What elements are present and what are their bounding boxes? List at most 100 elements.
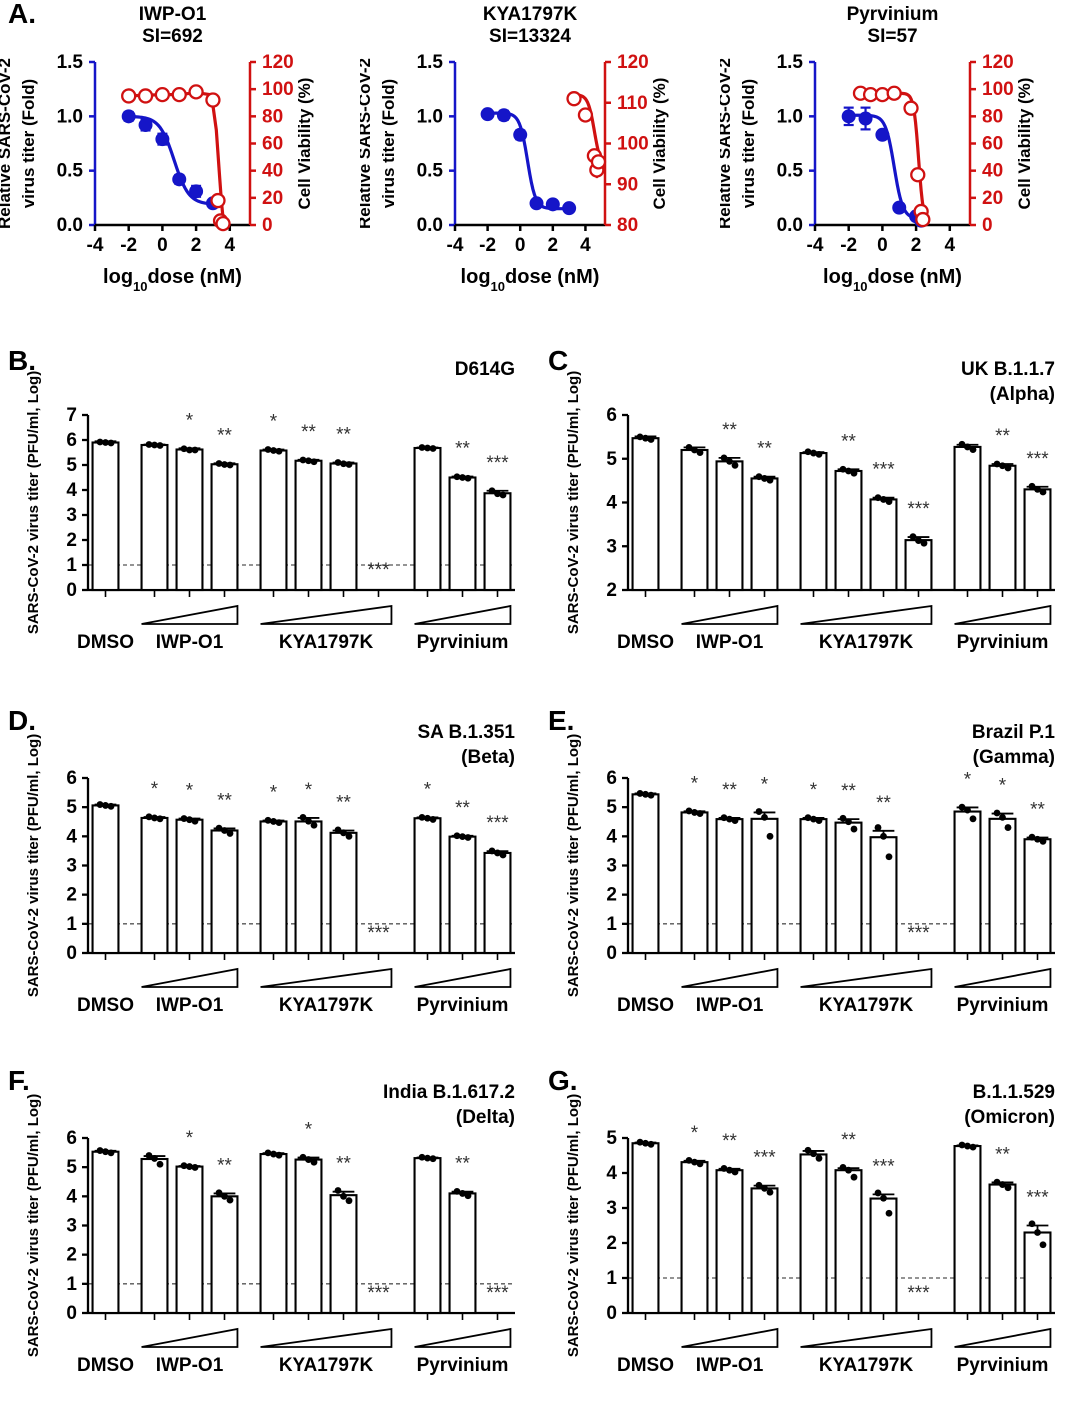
- svg-text:2: 2: [606, 885, 617, 906]
- svg-text:0: 0: [66, 1303, 77, 1324]
- svg-text:120: 120: [982, 52, 1014, 73]
- svg-text:4: 4: [606, 1163, 617, 1184]
- svg-text:20: 20: [262, 188, 283, 209]
- svg-text:Cell Viability (%): Cell Viability (%): [1015, 78, 1034, 210]
- svg-text:4: 4: [606, 493, 617, 514]
- svg-text:100: 100: [982, 79, 1014, 100]
- svg-text:*: *: [761, 774, 769, 795]
- svg-text:3: 3: [606, 856, 617, 877]
- svg-text:1: 1: [66, 1274, 77, 1295]
- svg-text:5: 5: [66, 797, 77, 818]
- svg-text:IWP-O1: IWP-O1: [156, 1355, 224, 1376]
- svg-text:0.0: 0.0: [777, 215, 803, 236]
- svg-text:**: **: [757, 439, 772, 460]
- svg-text:110: 110: [617, 93, 648, 114]
- svg-text:log10dose (nM): log10dose (nM): [461, 266, 600, 294]
- svg-text:5: 5: [66, 1157, 77, 1178]
- svg-text:-2: -2: [120, 235, 137, 256]
- svg-text:2: 2: [191, 235, 202, 256]
- svg-text:6: 6: [66, 430, 77, 451]
- svg-text:0.0: 0.0: [57, 215, 83, 236]
- svg-text:0: 0: [66, 580, 77, 601]
- svg-text:3: 3: [606, 1198, 617, 1219]
- svg-text:*: *: [305, 1120, 313, 1141]
- svg-text:Relative SARS-CoV-2: Relative SARS-CoV-2: [0, 58, 14, 229]
- svg-text:-4: -4: [807, 235, 824, 256]
- svg-text:6: 6: [606, 405, 617, 426]
- svg-text:1: 1: [606, 1268, 617, 1289]
- svg-text:***: ***: [872, 1156, 895, 1177]
- svg-text:0.5: 0.5: [417, 161, 444, 182]
- svg-text:5: 5: [66, 455, 77, 476]
- svg-text:D614G: D614G: [455, 359, 515, 380]
- svg-text:*: *: [151, 779, 159, 800]
- svg-text:*: *: [999, 776, 1007, 797]
- svg-text:2: 2: [66, 1245, 77, 1266]
- svg-text:**: **: [336, 793, 351, 814]
- svg-text:2: 2: [66, 530, 77, 551]
- svg-text:-4: -4: [87, 235, 104, 256]
- svg-text:4: 4: [224, 235, 235, 256]
- svg-text:DMSO: DMSO: [77, 995, 134, 1016]
- svg-text:4: 4: [66, 1186, 77, 1207]
- svg-text:0: 0: [66, 943, 77, 964]
- svg-text:1: 1: [66, 555, 77, 576]
- svg-text:0: 0: [982, 215, 993, 236]
- svg-text:KYA1797K: KYA1797K: [279, 1355, 374, 1376]
- svg-text:3: 3: [66, 505, 77, 526]
- svg-text:SARS-CoV-2 virus titer (PFU/ml: SARS-CoV-2 virus titer (PFU/ml, Log): [25, 734, 42, 997]
- svg-text:5: 5: [606, 1128, 617, 1149]
- svg-text:DMSO: DMSO: [617, 1355, 674, 1376]
- svg-text:4: 4: [580, 235, 591, 256]
- svg-text:UK B.1.1.7: UK B.1.1.7: [961, 359, 1055, 380]
- svg-text:DMSO: DMSO: [77, 1355, 134, 1376]
- svg-text:KYA1797K: KYA1797K: [279, 995, 374, 1016]
- svg-text:0.5: 0.5: [777, 161, 804, 182]
- svg-text:(Alpha): (Alpha): [990, 384, 1055, 405]
- svg-text:4: 4: [944, 235, 955, 256]
- svg-text:**: **: [217, 1155, 232, 1176]
- svg-text:***: ***: [486, 1283, 509, 1304]
- svg-text:3: 3: [66, 856, 77, 877]
- svg-text:0: 0: [606, 1303, 617, 1324]
- svg-text:0: 0: [606, 943, 617, 964]
- svg-text:KYA1797K: KYA1797K: [819, 1355, 914, 1376]
- svg-text:*: *: [270, 412, 278, 433]
- svg-text:20: 20: [982, 188, 1003, 209]
- svg-text:Pyrvinium: Pyrvinium: [847, 4, 939, 25]
- svg-text:90: 90: [617, 174, 638, 195]
- svg-text:KYA1797K: KYA1797K: [819, 995, 914, 1016]
- svg-text:DMSO: DMSO: [77, 632, 134, 653]
- svg-text:log10dose (nM): log10dose (nM): [823, 266, 962, 294]
- svg-text:***: ***: [753, 1148, 776, 1169]
- svg-text:80: 80: [982, 106, 1003, 127]
- svg-text:virus titer (Fold): virus titer (Fold): [739, 79, 758, 208]
- svg-text:KYA1797K: KYA1797K: [279, 632, 374, 653]
- svg-text:Pyrvinium: Pyrvinium: [417, 1355, 509, 1376]
- svg-text:***: ***: [872, 460, 895, 481]
- svg-text:1.5: 1.5: [57, 52, 84, 73]
- svg-text:SARS-CoV-2 virus titer (PFU/ml: SARS-CoV-2 virus titer (PFU/ml, Log): [25, 1094, 42, 1357]
- svg-text:80: 80: [617, 215, 638, 236]
- svg-text:Pyrvinium: Pyrvinium: [957, 995, 1049, 1016]
- svg-text:**: **: [336, 1154, 351, 1175]
- svg-text:***: ***: [1026, 449, 1049, 470]
- svg-text:B.1.1.529: B.1.1.529: [973, 1082, 1055, 1103]
- svg-text:IWP-O1: IWP-O1: [696, 632, 764, 653]
- svg-text:100: 100: [262, 79, 294, 100]
- svg-text:100: 100: [617, 134, 649, 155]
- svg-text:4: 4: [66, 826, 77, 847]
- svg-text:1: 1: [606, 914, 617, 935]
- svg-text:**: **: [1030, 800, 1045, 821]
- svg-text:DMSO: DMSO: [617, 995, 674, 1016]
- svg-text:**: **: [995, 1144, 1010, 1165]
- svg-text:-2: -2: [840, 235, 857, 256]
- svg-text:virus titer (Fold): virus titer (Fold): [19, 79, 38, 208]
- svg-text:IWP-O1: IWP-O1: [156, 632, 224, 653]
- svg-text:**: **: [217, 790, 232, 811]
- svg-text:SARS-CoV-2 virus titer (PFU/ml: SARS-CoV-2 virus titer (PFU/ml, Log): [565, 734, 582, 997]
- svg-text:40: 40: [262, 161, 283, 182]
- svg-text:*: *: [964, 769, 972, 790]
- svg-text:IWP-O1: IWP-O1: [156, 995, 224, 1016]
- svg-text:7: 7: [66, 405, 77, 426]
